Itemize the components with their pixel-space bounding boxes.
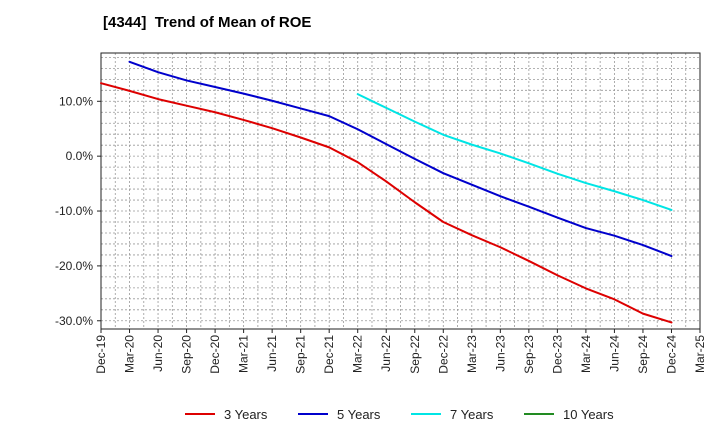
x-tick-label: Sep-24 (636, 335, 650, 374)
x-tick-label: Sep-23 (522, 335, 536, 374)
legend-label: 5 Years (337, 407, 381, 422)
grid (100, 53, 701, 329)
x-tick-label: Dec-20 (208, 335, 222, 374)
legend: 3 Years 5 Years 7 Years 10 Years (185, 407, 614, 422)
x-tick-label: Dec-22 (436, 335, 450, 374)
x-tick-label: Dec-23 (550, 335, 564, 374)
x-tick-label: Jun-21 (265, 335, 279, 372)
y-tick-label: 0.0% (66, 149, 94, 163)
legend-label: 7 Years (450, 407, 494, 422)
x-tick-label: Sep-21 (294, 335, 308, 374)
x-axis-tick-labels: Dec-19 Mar-20 Jun-20 Sep-20 Dec-20 Mar-21 Jun-… (94, 329, 707, 374)
legend-label: 10 Years (563, 407, 614, 422)
x-tick-label: Mar-21 (237, 335, 251, 373)
x-tick-label: Sep-20 (180, 335, 194, 374)
x-tick-label: Mar-20 (123, 335, 137, 373)
x-tick-label: Sep-22 (408, 335, 422, 374)
x-tick-label: Jun-23 (493, 335, 507, 372)
y-axis-tick-labels: 10.0% 0.0% -10.0% -20.0% -30.0% (55, 94, 101, 328)
plot-area (100, 52, 701, 330)
x-tick-label: Jun-24 (607, 335, 621, 372)
y-tick-label: -30.0% (55, 314, 93, 328)
x-tick-label: Mar-24 (579, 335, 593, 373)
x-tick-label: Mar-23 (465, 335, 479, 373)
x-tick-label: Dec-21 (322, 335, 336, 374)
chart-title: [4344] Trend of Mean of ROE (103, 14, 312, 31)
series-line-3-years (100, 82, 673, 324)
legend-label: 3 Years (224, 407, 268, 422)
x-tick-label: Mar-22 (351, 335, 365, 373)
y-tick-label: 10.0% (59, 94, 93, 108)
x-tick-label: Jun-20 (151, 335, 165, 372)
series-line-7-years (356, 93, 673, 211)
x-tick-label: Jun-22 (379, 335, 393, 372)
series-lines (100, 60, 673, 324)
series-line-5-years (128, 60, 673, 258)
y-tick-label: -20.0% (55, 259, 93, 273)
x-tick-label: Mar-25 (693, 335, 707, 373)
x-tick-label: Dec-24 (664, 335, 678, 374)
y-tick-label: -10.0% (55, 204, 93, 218)
x-tick-label: Dec-19 (94, 335, 108, 374)
